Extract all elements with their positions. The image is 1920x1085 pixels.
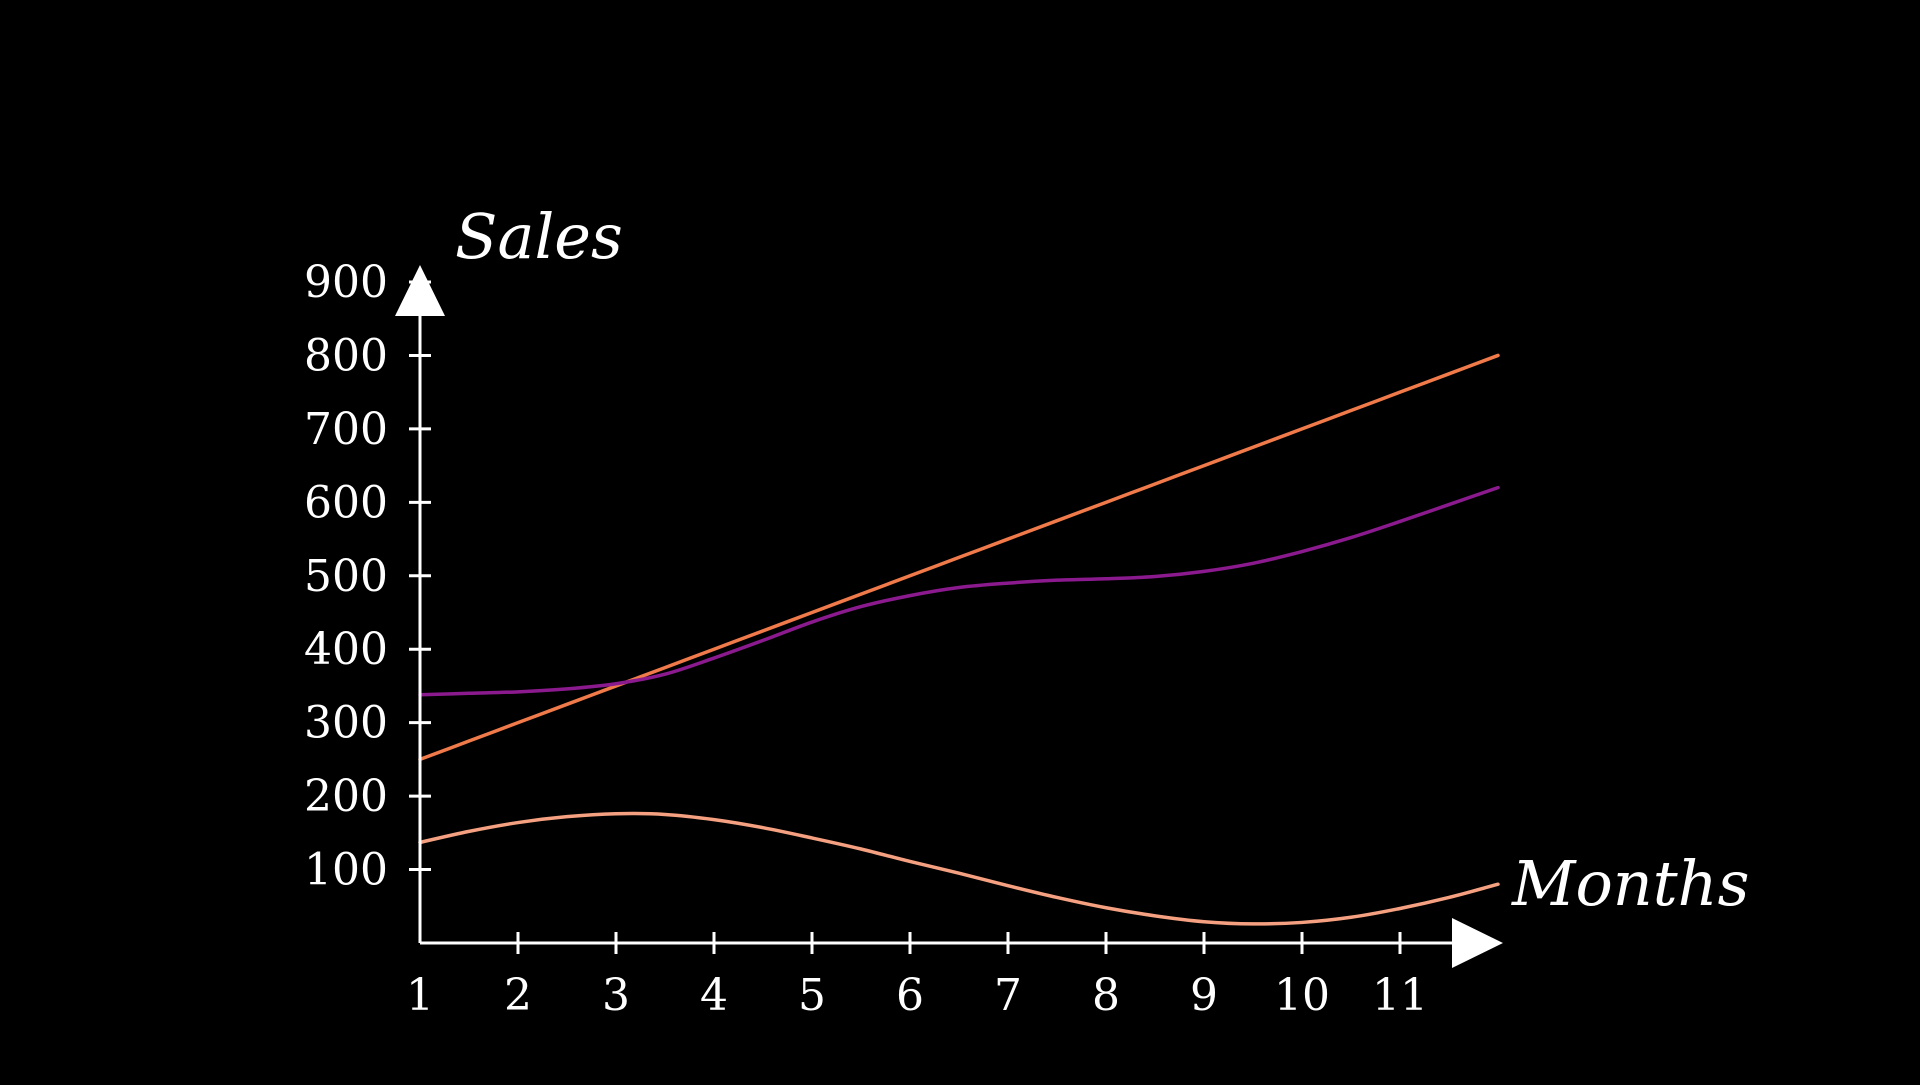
series-layer (418, 353, 1500, 926)
x-tick-label: 3 (602, 970, 630, 1021)
y-axis-title: Sales (455, 200, 623, 273)
x-tick-label: 11 (1372, 970, 1428, 1021)
x-tick-label: 9 (1190, 970, 1218, 1021)
series-line-1 (418, 353, 1500, 762)
y-ticks: 100 200 300 400 500 600 700 800 900 (304, 257, 431, 896)
x-tick-label: 10 (1274, 970, 1330, 1021)
x-tick-label: 6 (896, 970, 924, 1021)
x-axis-title: Months (1511, 847, 1749, 920)
y-tick-label: 900 (304, 257, 388, 308)
y-tick-label: 100 (304, 845, 388, 896)
y-tick-label: 800 (304, 330, 388, 381)
y-tick-label: 200 (304, 771, 388, 822)
x-tick-label: 8 (1092, 970, 1120, 1021)
x-tick-label: 7 (994, 970, 1022, 1021)
y-tick-label: 600 (304, 477, 388, 528)
series-line-2 (418, 485, 1500, 697)
x-tick-label: 1 (406, 970, 434, 1021)
x-tick-label: 4 (700, 970, 728, 1021)
x-axis-arrow-icon (1452, 918, 1503, 968)
x-ticks: 1 2 3 4 5 6 7 8 9 10 11 (406, 932, 1428, 1021)
x-tick-label: 5 (798, 970, 826, 1021)
y-tick-label: 500 (304, 551, 388, 602)
series-line-3 (418, 811, 1500, 926)
y-tick-label: 300 (304, 698, 388, 749)
axes-layer: 1 2 3 4 5 6 7 8 9 10 11 100 200 300 400 500 600 700 800 90… (304, 257, 1503, 1021)
y-tick-label: 700 (304, 404, 388, 455)
y-axis-arrow-icon (395, 265, 445, 316)
y-tick-label: 400 (304, 624, 388, 675)
x-tick-label: 2 (504, 970, 532, 1021)
